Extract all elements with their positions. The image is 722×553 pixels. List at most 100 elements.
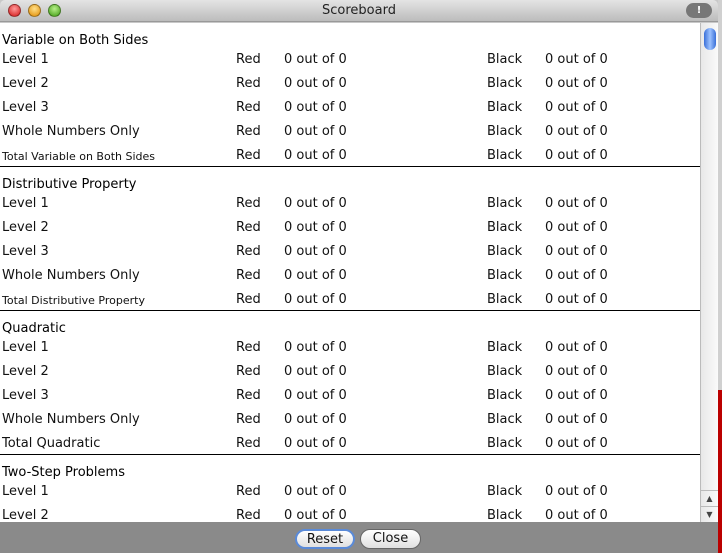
row-label: Whole Numbers Only	[2, 124, 140, 139]
score-row: Level 2 Red 0 out of 0 Black 0 out of 0	[0, 503, 700, 522]
red-score: 0 out of 0	[284, 52, 347, 67]
black-label: Black	[487, 340, 523, 355]
red-label: Red	[236, 100, 261, 115]
black-score: 0 out of 0	[545, 148, 608, 163]
red-label: Red	[236, 268, 261, 283]
row-label: Level 2	[2, 508, 49, 522]
row-label: Total Quadratic	[2, 436, 101, 451]
score-row: Total Variable on Both Sides Red 0 out o…	[0, 143, 700, 167]
row-label: Level 3	[2, 388, 49, 403]
score-row: Level 1 Red 0 out of 0 Black 0 out of 0	[0, 47, 700, 71]
section-title: Two-Step Problems	[0, 455, 700, 480]
black-score: 0 out of 0	[545, 124, 608, 139]
red-label: Red	[236, 52, 261, 67]
black-score: 0 out of 0	[545, 364, 608, 379]
section: Distributive Property Level 1 Red 0 out …	[0, 167, 700, 311]
scrollbar-thumb[interactable]	[704, 28, 716, 50]
red-score: 0 out of 0	[284, 100, 347, 115]
score-row: Whole Numbers Only Red 0 out of 0 Black …	[0, 263, 700, 287]
background-window-edge	[718, 0, 722, 553]
black-label: Black	[487, 484, 523, 499]
row-label: Total Variable on Both Sides	[2, 150, 155, 163]
black-label: Black	[487, 364, 523, 379]
vertical-scrollbar[interactable]: ▲ ▼	[700, 23, 718, 522]
button-bar: Reset Close	[0, 522, 718, 553]
black-label: Black	[487, 76, 523, 91]
red-score: 0 out of 0	[284, 388, 347, 403]
black-label: Black	[487, 268, 523, 283]
black-score: 0 out of 0	[545, 388, 608, 403]
section-title: Quadratic	[0, 311, 700, 336]
red-label: Red	[236, 76, 261, 91]
red-label: Red	[236, 436, 261, 451]
row-label: Whole Numbers Only	[2, 268, 140, 283]
score-row: Level 3 Red 0 out of 0 Black 0 out of 0	[0, 95, 700, 119]
red-score: 0 out of 0	[284, 436, 347, 451]
score-row: Level 1 Red 0 out of 0 Black 0 out of 0	[0, 479, 700, 503]
red-label: Red	[236, 484, 261, 499]
score-row: Whole Numbers Only Red 0 out of 0 Black …	[0, 407, 700, 431]
black-score: 0 out of 0	[545, 100, 608, 115]
row-label: Level 2	[2, 220, 49, 235]
section-title-text: Distributive Property	[2, 177, 137, 192]
section-title: Variable on Both Sides	[0, 23, 700, 48]
row-label: Level 3	[2, 244, 49, 259]
red-score: 0 out of 0	[284, 340, 347, 355]
section-title-text: Quadratic	[2, 321, 66, 336]
red-score: 0 out of 0	[284, 412, 347, 427]
black-score: 0 out of 0	[545, 52, 608, 67]
score-row: Level 1 Red 0 out of 0 Black 0 out of 0	[0, 191, 700, 215]
red-label: Red	[236, 220, 261, 235]
red-label: Red	[236, 412, 261, 427]
reset-button[interactable]: Reset	[295, 529, 355, 549]
row-label: Level 2	[2, 76, 49, 91]
black-score: 0 out of 0	[545, 508, 608, 522]
close-button[interactable]: Close	[360, 529, 421, 549]
black-label: Black	[487, 100, 523, 115]
red-score: 0 out of 0	[284, 484, 347, 499]
red-label: Red	[236, 244, 261, 259]
section-title-text: Two-Step Problems	[2, 465, 125, 480]
black-label: Black	[487, 148, 523, 163]
scoreboard-list: Variable on Both Sides Level 1 Red 0 out…	[0, 23, 700, 522]
red-score: 0 out of 0	[284, 124, 347, 139]
black-label: Black	[487, 52, 523, 67]
red-label: Red	[236, 292, 261, 307]
arrow-down-icon[interactable]: ▼	[701, 506, 718, 522]
red-score: 0 out of 0	[284, 148, 347, 163]
score-row: Level 1 Red 0 out of 0 Black 0 out of 0	[0, 335, 700, 359]
score-row: Total Quadratic Red 0 out of 0 Black 0 o…	[0, 431, 700, 455]
black-score: 0 out of 0	[545, 76, 608, 91]
black-score: 0 out of 0	[545, 196, 608, 211]
red-score: 0 out of 0	[284, 196, 347, 211]
black-score: 0 out of 0	[545, 220, 608, 235]
black-score: 0 out of 0	[545, 484, 608, 499]
red-score: 0 out of 0	[284, 364, 347, 379]
title-bar: Scoreboard !	[0, 0, 718, 22]
score-row: Whole Numbers Only Red 0 out of 0 Black …	[0, 119, 700, 143]
black-score: 0 out of 0	[545, 340, 608, 355]
row-label: Level 1	[2, 52, 49, 67]
red-label: Red	[236, 340, 261, 355]
score-row: Level 2 Red 0 out of 0 Black 0 out of 0	[0, 215, 700, 239]
zoom-window-button[interactable]	[48, 4, 61, 17]
row-label: Level 1	[2, 484, 49, 499]
minimize-window-button[interactable]	[28, 4, 41, 17]
black-label: Black	[487, 244, 523, 259]
score-row: Level 2 Red 0 out of 0 Black 0 out of 0	[0, 359, 700, 383]
red-score: 0 out of 0	[284, 76, 347, 91]
section-title-text: Variable on Both Sides	[2, 33, 149, 48]
black-label: Black	[487, 196, 523, 211]
arrow-up-icon[interactable]: ▲	[701, 490, 718, 506]
row-label: Level 3	[2, 100, 49, 115]
row-label: Level 2	[2, 364, 49, 379]
row-label: Total Distributive Property	[2, 294, 145, 307]
red-label: Red	[236, 148, 261, 163]
black-label: Black	[487, 220, 523, 235]
warning-icon[interactable]: !	[686, 3, 712, 18]
black-score: 0 out of 0	[545, 412, 608, 427]
close-window-button[interactable]	[8, 4, 21, 17]
red-label: Red	[236, 388, 261, 403]
score-row: Total Distributive Property Red 0 out of…	[0, 287, 700, 311]
black-label: Black	[487, 436, 523, 451]
